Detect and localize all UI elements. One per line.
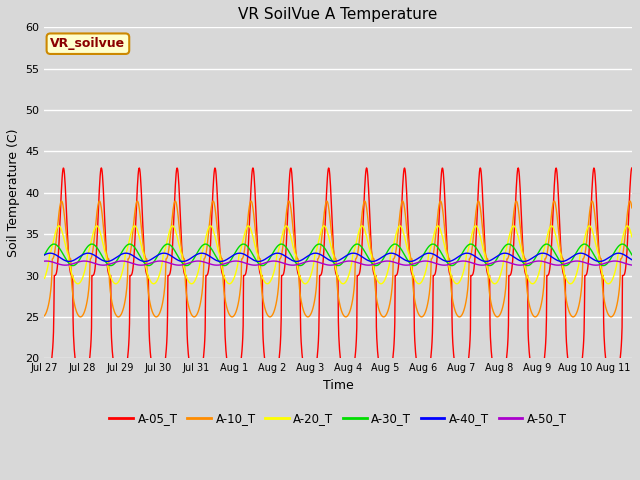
A-05_T bbox=[628, 165, 636, 171]
A-50_T bbox=[291, 262, 298, 268]
Title: VR SoilVue A Temperature: VR SoilVue A Temperature bbox=[239, 7, 438, 22]
A-10_T bbox=[86, 262, 94, 268]
A-10_T bbox=[110, 307, 118, 313]
A-20_T bbox=[282, 223, 290, 229]
A-40_T bbox=[501, 250, 509, 256]
A-40_T bbox=[179, 259, 187, 264]
A-05_T bbox=[86, 353, 94, 359]
A-50_T bbox=[86, 259, 94, 265]
A-10_T bbox=[291, 236, 298, 242]
Line: A-50_T: A-50_T bbox=[45, 261, 632, 265]
A-10_T bbox=[628, 205, 636, 211]
A-10_T bbox=[303, 313, 310, 319]
A-20_T bbox=[628, 234, 636, 240]
A-50_T bbox=[110, 260, 118, 265]
A-30_T bbox=[628, 252, 636, 258]
A-30_T bbox=[303, 257, 310, 263]
A-10_T bbox=[313, 278, 321, 284]
A-30_T bbox=[145, 263, 152, 268]
A-50_T bbox=[303, 259, 310, 264]
A-30_T bbox=[202, 241, 209, 247]
Y-axis label: Soil Temperature (C): Soil Temperature (C) bbox=[7, 129, 20, 257]
A-30_T bbox=[291, 258, 298, 264]
A-10_T bbox=[190, 314, 198, 320]
A-50_T bbox=[156, 258, 164, 264]
A-20_T bbox=[110, 280, 118, 286]
Line: A-20_T: A-20_T bbox=[45, 226, 632, 284]
A-30_T bbox=[314, 242, 321, 248]
A-40_T bbox=[303, 254, 310, 260]
A-20_T bbox=[291, 248, 298, 253]
Line: A-05_T: A-05_T bbox=[45, 168, 632, 383]
A-50_T bbox=[41, 258, 49, 264]
A-40_T bbox=[375, 256, 383, 262]
A-50_T bbox=[478, 262, 486, 268]
A-20_T bbox=[375, 280, 383, 286]
A-20_T bbox=[605, 281, 612, 287]
A-30_T bbox=[110, 262, 118, 267]
A-40_T bbox=[86, 251, 94, 256]
A-20_T bbox=[86, 244, 94, 250]
A-40_T bbox=[628, 257, 636, 263]
A-30_T bbox=[41, 252, 49, 258]
A-30_T bbox=[376, 261, 383, 267]
Line: A-40_T: A-40_T bbox=[45, 253, 632, 262]
A-50_T bbox=[313, 259, 321, 264]
A-50_T bbox=[375, 260, 383, 265]
A-10_T bbox=[375, 307, 383, 313]
A-40_T bbox=[41, 252, 49, 258]
A-10_T bbox=[41, 313, 49, 319]
Text: VR_soilvue: VR_soilvue bbox=[51, 37, 125, 50]
Line: A-10_T: A-10_T bbox=[45, 201, 632, 317]
A-05_T bbox=[290, 206, 298, 212]
A-05_T bbox=[110, 362, 118, 368]
A-50_T bbox=[628, 262, 636, 268]
A-30_T bbox=[86, 242, 94, 248]
X-axis label: Time: Time bbox=[323, 379, 353, 392]
A-05_T bbox=[302, 374, 310, 380]
Legend: A-05_T, A-10_T, A-20_T, A-30_T, A-40_T, A-50_T: A-05_T, A-10_T, A-20_T, A-30_T, A-40_T, … bbox=[105, 407, 572, 430]
A-20_T bbox=[303, 281, 310, 287]
A-40_T bbox=[313, 251, 321, 256]
A-10_T bbox=[513, 198, 520, 204]
A-20_T bbox=[41, 276, 49, 281]
A-05_T bbox=[41, 380, 49, 386]
A-05_T bbox=[375, 360, 383, 365]
A-40_T bbox=[110, 256, 118, 262]
A-40_T bbox=[291, 258, 298, 264]
A-05_T bbox=[312, 360, 320, 366]
A-20_T bbox=[313, 246, 321, 252]
Line: A-30_T: A-30_T bbox=[45, 244, 632, 265]
